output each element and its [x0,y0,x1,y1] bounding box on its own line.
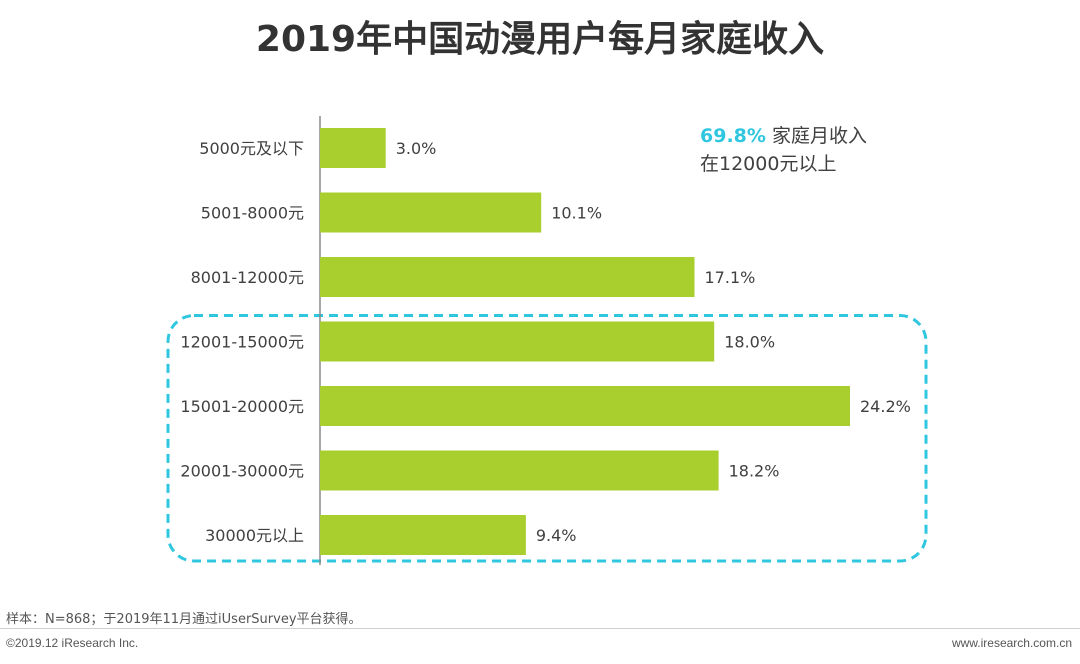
value-label: 24.2% [860,397,911,416]
category-label: 30000元以上 [205,526,304,545]
bar-chart: 5000元及以下 3.0% 5001-8000元 10.1% 8001-12000元 17… [166,116,928,565]
category-label: 8001-12000元 [191,268,304,287]
bars-layer: 5000元及以下 3.0% 5001-8000元 10.1% 8001-12000元 17… [180,116,911,565]
website-link[interactable]: www.iresearch.com.cn [951,636,1072,650]
value-label: 9.4% [536,526,577,545]
bar [320,386,850,426]
category-label: 15001-20000元 [180,397,304,416]
value-label: 18.0% [724,333,775,352]
category-label: 20001-30000元 [180,462,304,481]
bar [320,128,386,168]
bar [320,192,542,233]
category-label: 5001-8000元 [201,204,304,223]
highlight-annotation: 69.8% 家庭月收入 在12000元以上 [700,122,867,178]
annotation-line2: 在12000元以上 [700,153,837,175]
bar [320,321,715,362]
highlight-box [166,314,928,563]
annotation-line1: 家庭月收入 [771,125,867,147]
value-label: 10.1% [551,204,602,223]
source-note: 样本：N=868；于2019年11月通过iUserSurvey平台获得。 [6,612,362,627]
annotation-percent: 69.8% [700,125,766,147]
value-label: 17.1% [705,268,756,287]
category-label: 5000元及以下 [199,139,304,158]
bar [320,450,719,491]
value-label: 18.2% [729,462,780,481]
category-label: 12001-15000元 [180,333,304,352]
bar [320,515,526,555]
value-label: 3.0% [396,139,437,158]
chart-title: 2019年中国动漫用户每月家庭收入 [255,19,825,60]
copyright-text: ©2019.12 iResearch Inc. [6,636,139,650]
footer-divider [0,628,1080,629]
bar [320,257,695,297]
